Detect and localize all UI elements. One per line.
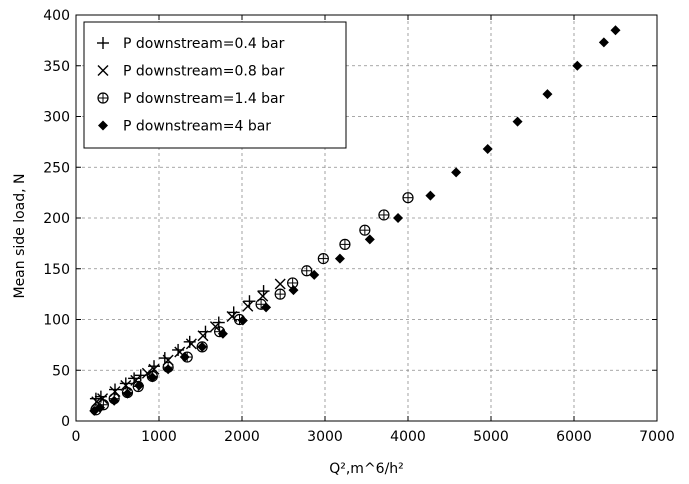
x-tick-label: 2000 bbox=[224, 429, 260, 445]
y-tick-label: 50 bbox=[52, 363, 70, 379]
data-point bbox=[163, 364, 174, 375]
x-axis-ticks: 0 1000 2000 3000 4000 5000 6000 7000 bbox=[72, 15, 675, 445]
y-tick-label: 0 bbox=[61, 414, 70, 430]
legend-item: P downstream=4 bar bbox=[98, 119, 271, 135]
legend-box bbox=[83, 21, 347, 149]
data-point bbox=[542, 89, 553, 100]
data-point bbox=[451, 167, 462, 178]
data-point bbox=[482, 143, 493, 154]
y-tick-label: 200 bbox=[43, 211, 70, 227]
x-tick-label: 1000 bbox=[141, 429, 177, 445]
data-point bbox=[274, 278, 286, 290]
x-tick-label: 0 bbox=[72, 429, 81, 445]
legend-label: P downstream=0.4 bar bbox=[123, 36, 285, 52]
data-point bbox=[109, 395, 120, 406]
data-point bbox=[227, 306, 240, 319]
legend-item: P downstream=0.8 bar bbox=[97, 64, 285, 80]
y-axis-ticks: 0 50 100 150 200 250 300 350 400 bbox=[43, 8, 657, 430]
data-point bbox=[274, 288, 286, 300]
legend-label: P downstream=4 bar bbox=[123, 119, 271, 135]
data-point bbox=[288, 285, 299, 296]
data-point bbox=[309, 269, 320, 280]
data-point bbox=[179, 352, 190, 363]
legend: P downstream=0.4 bar P downstream=0.8 bar… bbox=[83, 21, 347, 149]
data-point bbox=[261, 302, 272, 313]
y-tick-label: 150 bbox=[43, 262, 70, 278]
y-tick-label: 300 bbox=[43, 110, 70, 126]
legend-marker bbox=[97, 65, 109, 76]
legend-item: P downstream=1.4 bar bbox=[97, 91, 285, 107]
y-axis-label: Mean side load, N bbox=[12, 173, 28, 298]
data-point bbox=[237, 315, 248, 326]
data-point bbox=[598, 37, 609, 48]
data-point bbox=[95, 402, 106, 413]
x-tick-label: 3000 bbox=[307, 429, 343, 445]
data-point bbox=[402, 192, 414, 204]
legend-marker bbox=[97, 92, 109, 104]
data-point bbox=[393, 213, 404, 223]
data-point bbox=[378, 209, 390, 221]
y-tick-label: 100 bbox=[43, 313, 70, 329]
y-tick-label: 250 bbox=[43, 160, 70, 176]
y-tick-label: 400 bbox=[43, 8, 70, 24]
data-point bbox=[120, 379, 132, 391]
data-point bbox=[197, 341, 208, 352]
data-point bbox=[242, 300, 254, 312]
data-point bbox=[148, 363, 160, 375]
data-point bbox=[512, 116, 523, 127]
data-point bbox=[185, 338, 197, 350]
data-point bbox=[572, 60, 583, 71]
data-point bbox=[122, 388, 133, 399]
data-point bbox=[158, 352, 171, 365]
data-point bbox=[364, 234, 375, 245]
data-point bbox=[339, 238, 351, 250]
x-tick-label: 6000 bbox=[556, 429, 592, 445]
data-point bbox=[610, 25, 621, 36]
legend-marker bbox=[98, 120, 108, 131]
x-tick-label: 4000 bbox=[390, 429, 426, 445]
data-point bbox=[209, 321, 221, 333]
data-point bbox=[197, 330, 209, 342]
legend-label: P downstream=1.4 bar bbox=[123, 91, 285, 107]
data-point bbox=[147, 372, 158, 383]
data-point bbox=[317, 253, 329, 265]
data-point bbox=[217, 328, 228, 339]
data-points bbox=[89, 25, 621, 416]
x-tick-label: 5000 bbox=[473, 429, 509, 445]
data-point bbox=[334, 253, 345, 264]
series-4 bbox=[89, 25, 621, 416]
legend-label: P downstream=0.8 bar bbox=[123, 64, 285, 80]
data-point bbox=[134, 380, 145, 391]
x-tick-label: 7000 bbox=[639, 429, 675, 445]
y-tick-label: 350 bbox=[43, 59, 70, 75]
x-axis-label: Q²,m^6/h² bbox=[329, 461, 404, 477]
data-point bbox=[425, 190, 436, 201]
legend-item: P downstream=0.4 bar bbox=[97, 36, 285, 52]
data-point bbox=[199, 325, 212, 338]
data-point bbox=[301, 265, 313, 277]
data-point bbox=[359, 224, 371, 236]
legend-marker bbox=[97, 37, 109, 49]
